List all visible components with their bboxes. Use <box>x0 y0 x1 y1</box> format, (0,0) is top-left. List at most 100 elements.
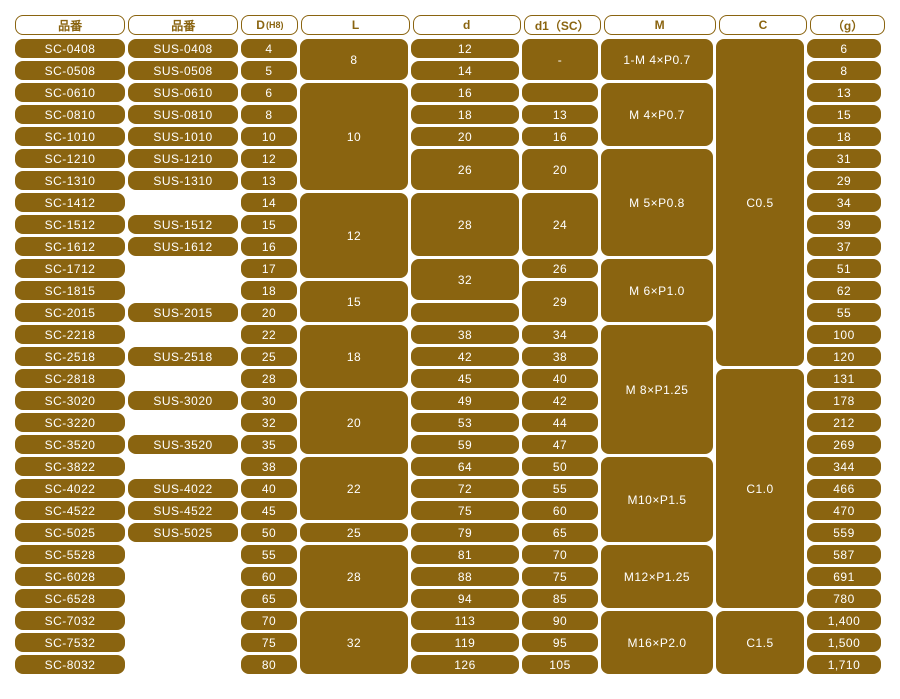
cell-g: 62 <box>807 281 881 300</box>
cell-code2: SUS-5025 <box>128 523 238 542</box>
cell-code1: SC-7032 <box>15 611 125 630</box>
cell-g: 559 <box>807 523 881 542</box>
cell-code1: SC-5528 <box>15 545 125 564</box>
cell-g: 1,500 <box>807 633 881 652</box>
cell-code2: SUS-3020 <box>128 391 238 410</box>
cell-d1: 90 <box>522 611 598 630</box>
cell-d: 113 <box>411 611 519 630</box>
cell-d: 32 <box>411 259 519 300</box>
cell-code2: SUS-1010 <box>128 127 238 146</box>
cell-C: C0.5 <box>716 39 804 366</box>
cell-g: 178 <box>807 391 881 410</box>
cell-L: 8 <box>300 39 408 80</box>
cell-g: 39 <box>807 215 881 234</box>
cell-g: 15 <box>807 105 881 124</box>
cell-code1: SC-1010 <box>15 127 125 146</box>
cell-d: 81 <box>411 545 519 564</box>
cell-code1: SC-3822 <box>15 457 125 476</box>
cell-D: 16 <box>241 237 297 256</box>
cell-D: 45 <box>241 501 297 520</box>
cell-D: 15 <box>241 215 297 234</box>
cell-code1: SC-5025 <box>15 523 125 542</box>
cell-d: 88 <box>411 567 519 586</box>
header-g: （g） <box>810 15 885 35</box>
cell-g: 470 <box>807 501 881 520</box>
cell-L: 25 <box>300 523 408 542</box>
cell-D: 22 <box>241 325 297 344</box>
cell-L: 18 <box>300 325 408 388</box>
cell-code1: SC-6028 <box>15 567 125 586</box>
cell-code1: SC-1512 <box>15 215 125 234</box>
cell-D: 38 <box>241 457 297 476</box>
cell-d1: 65 <box>522 523 598 542</box>
header-row: 品番品番D(H8)Ldd1（SC）MC（g） <box>15 15 885 35</box>
spec-table: 品番品番D(H8)Ldd1（SC）MC（g） SC-0408SC-0508SC-… <box>15 15 885 674</box>
header-code2: 品番 <box>128 15 238 35</box>
cell-g: 1,400 <box>807 611 881 630</box>
cell-code1: SC-0810 <box>15 105 125 124</box>
cell-g: 212 <box>807 413 881 432</box>
cell-d: 79 <box>411 523 519 542</box>
cell-code1: SC-1310 <box>15 171 125 190</box>
header-D: D(H8) <box>241 15 298 35</box>
cell-M: M 5×P0.8 <box>601 149 713 256</box>
cell-D: 65 <box>241 589 297 608</box>
cell-code2: SUS-0508 <box>128 61 238 80</box>
cell-g: 691 <box>807 567 881 586</box>
cell-code1: SC-2015 <box>15 303 125 322</box>
cell-M: M10×P1.5 <box>601 457 713 542</box>
cell-D: 28 <box>241 369 297 388</box>
cell-L: 20 <box>300 391 408 454</box>
cell-g: 8 <box>807 61 881 80</box>
cell-M: 1-M 4×P0.7 <box>601 39 713 80</box>
cell-D: 60 <box>241 567 297 586</box>
cell-code1: SC-0408 <box>15 39 125 58</box>
cell-D: 8 <box>241 105 297 124</box>
cell-d1: 20 <box>522 149 598 190</box>
cell-code2: SUS-4522 <box>128 501 238 520</box>
cell-code2: SUS-2015 <box>128 303 238 322</box>
cell-code1: SC-3220 <box>15 413 125 432</box>
cell-D: 70 <box>241 611 297 630</box>
cell-code1: SC-4022 <box>15 479 125 498</box>
cell-g: 120 <box>807 347 881 366</box>
cell-code2: SUS-0810 <box>128 105 238 124</box>
cell-d1: 42 <box>522 391 598 410</box>
cell-d <box>411 303 519 322</box>
cell-L: 12 <box>300 193 408 278</box>
cell-C: C1.0 <box>716 369 804 608</box>
header-d1: d1（SC） <box>524 15 601 35</box>
cell-M: M 8×P1.25 <box>601 325 713 454</box>
header-d1-label: d1（SC） <box>535 17 590 34</box>
cell-D: 10 <box>241 127 297 146</box>
cell-code1: SC-1815 <box>15 281 125 300</box>
cell-d1: 75 <box>522 567 598 586</box>
cell-D: 14 <box>241 193 297 212</box>
cell-g: 18 <box>807 127 881 146</box>
cell-code1: SC-2518 <box>15 347 125 366</box>
cell-d1: 95 <box>522 633 598 652</box>
cell-L: 15 <box>300 281 408 322</box>
cell-D: 35 <box>241 435 297 454</box>
cell-g: 100 <box>807 325 881 344</box>
cell-code1: SC-0610 <box>15 83 125 102</box>
cell-D: 55 <box>241 545 297 564</box>
cell-g: 269 <box>807 435 881 454</box>
cell-C: C1.5 <box>716 611 804 674</box>
cell-d: 49 <box>411 391 519 410</box>
cell-D: 4 <box>241 39 297 58</box>
cell-d1: 24 <box>522 193 598 256</box>
cell-code1: SC-6528 <box>15 589 125 608</box>
cell-d: 126 <box>411 655 519 674</box>
cell-code1: SC-2818 <box>15 369 125 388</box>
header-C: C <box>719 15 808 35</box>
cell-g: 13 <box>807 83 881 102</box>
cell-g: 587 <box>807 545 881 564</box>
cell-d: 38 <box>411 325 519 344</box>
header-M: M <box>604 15 716 35</box>
cell-code2: SUS-1512 <box>128 215 238 234</box>
cell-d1: 60 <box>522 501 598 520</box>
cell-d: 45 <box>411 369 519 388</box>
cell-g: 1,710 <box>807 655 881 674</box>
cell-L: 10 <box>300 83 408 190</box>
